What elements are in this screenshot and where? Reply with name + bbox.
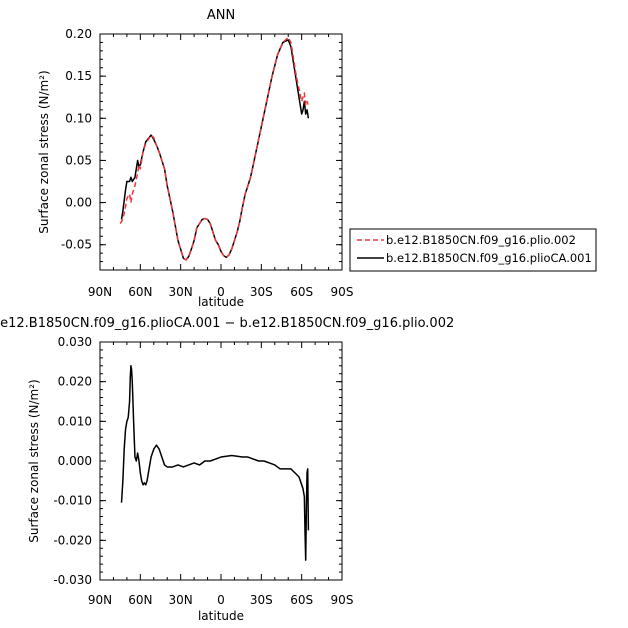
x-tick-label: 30N <box>169 285 193 299</box>
y-tick-label: 0.030 <box>58 335 92 349</box>
top-series-group <box>119 36 310 261</box>
y-tick-label: 0.020 <box>58 375 92 389</box>
x-tick-label: 0 <box>217 593 225 607</box>
series-line-difference <box>120 365 310 561</box>
legend-box <box>349 228 597 272</box>
top-chart-title: ANN <box>207 8 235 23</box>
y-tick-label: 0.010 <box>58 414 92 428</box>
x-tick-label: 60S <box>290 593 313 607</box>
y-tick-label: -0.020 <box>53 533 92 547</box>
bottom-x-axis: 90N 60N 30N 0 30S 60S 90S <box>88 342 354 607</box>
y-tick-label: 0.15 <box>65 69 92 83</box>
x-tick-label: 60S <box>290 285 313 299</box>
top-y-axis-title: Surface zonal stress (N/m²) <box>37 70 51 234</box>
y-tick-label: 0.00 <box>65 196 92 210</box>
series-line-plio <box>119 36 310 261</box>
x-tick-label: 30S <box>250 593 273 607</box>
x-tick-label: 90S <box>331 285 354 299</box>
bottom-chart-title: b.e12.B1850CN.f09_g16.plioCA.001 − b.e12… <box>0 316 454 331</box>
x-tick-label: 90N <box>88 593 112 607</box>
top-y-axis: 0.20 0.15 0.10 0.05 0.00 -0.05 <box>61 27 342 271</box>
x-tick-label: 60N <box>128 285 152 299</box>
legend-label-pliocA: b.e12.B1850CN.f09_g16.plioCA.001 <box>386 251 592 265</box>
y-tick-label: 0.000 <box>58 454 92 468</box>
x-tick-label: 30N <box>169 593 193 607</box>
bottom-series-group <box>120 365 310 561</box>
x-tick-label: 60N <box>128 593 152 607</box>
x-tick-label: 30S <box>250 285 273 299</box>
x-tick-label: 90S <box>331 593 354 607</box>
top-plot-area: 90N 60N 30N 0 30S 60S 90S 0.20 0.15 0.10 0.05 0.00… <box>61 27 354 299</box>
y-tick-label: 0.05 <box>65 153 92 167</box>
y-tick-label: -0.030 <box>53 573 92 587</box>
legend-label-plio: b.e12.B1850CN.f09_g16.plio.002 <box>386 233 576 247</box>
bottom-plot-area: 90N 60N 30N 0 30S 60S 90S 0.030 0.020 0.010 0.000… <box>53 335 353 607</box>
top-x-axis: 90N 60N 30N 0 30S 60S 90S <box>88 34 354 299</box>
chart-legend: b.e12.B1850CN.f09_g16.plio.002 b.e12.B18… <box>349 228 597 272</box>
x-tick-label: 0 <box>217 285 225 299</box>
bottom-y-axis-title: Surface zonal stress (N/m²) <box>27 379 41 543</box>
y-tick-label: 0.20 <box>65 27 92 41</box>
x-tick-label: 90N <box>88 285 112 299</box>
bottom-y-axis: 0.030 0.020 0.010 0.000 -0.010 -0.020 -0.030 <box>53 335 342 587</box>
bottom-x-axis-title: latitude <box>198 609 244 623</box>
y-tick-label: -0.05 <box>61 238 92 252</box>
top-x-axis-title: latitude <box>198 295 244 309</box>
y-tick-label: 0.10 <box>65 111 92 125</box>
y-tick-label: -0.010 <box>53 494 92 508</box>
